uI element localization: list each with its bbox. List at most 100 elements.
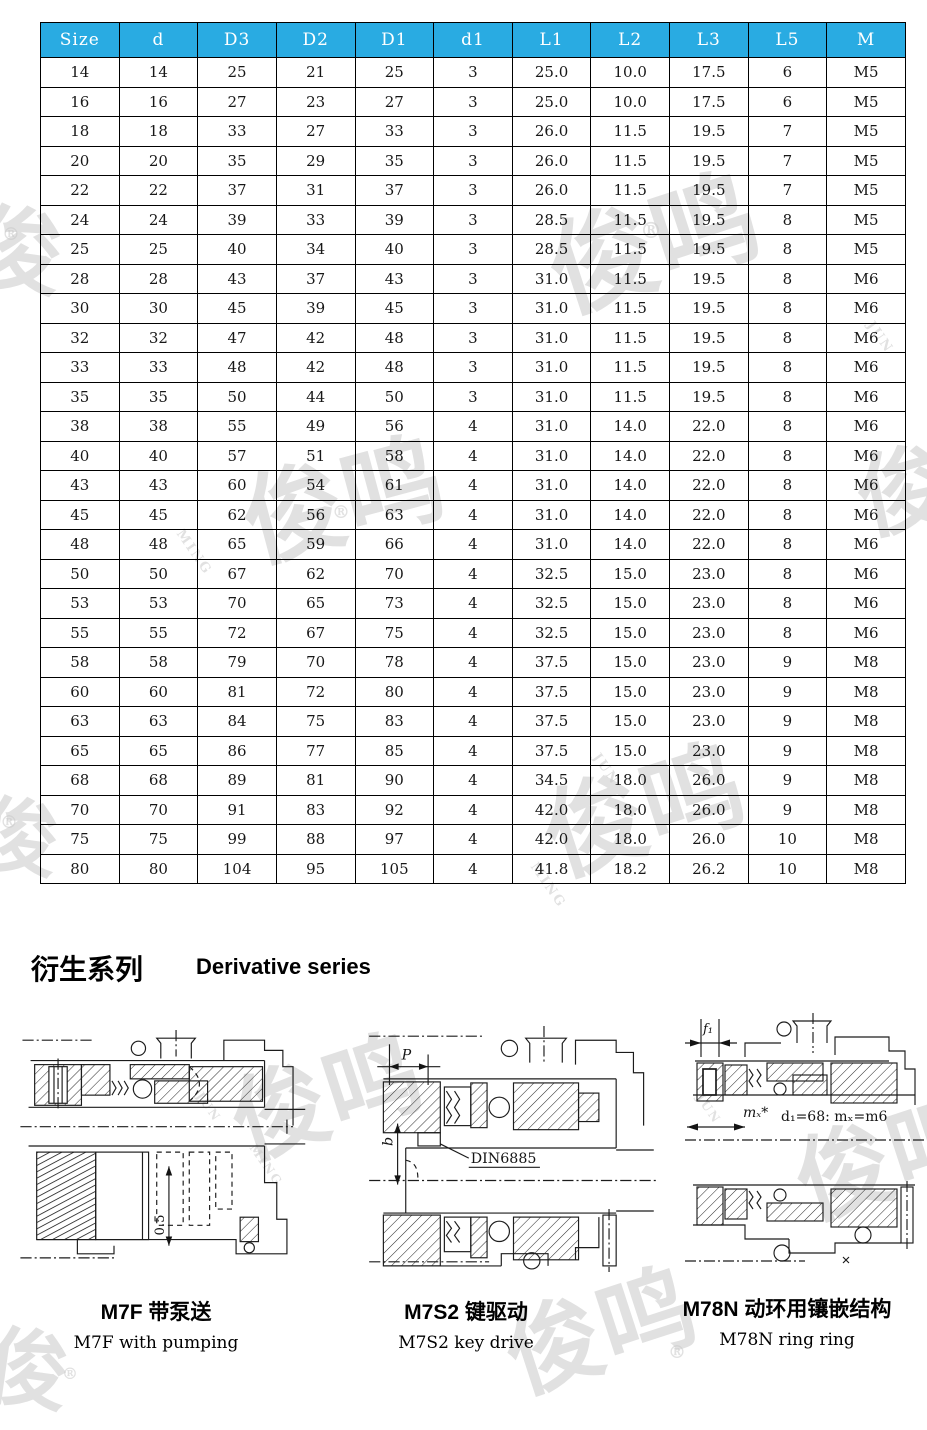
table-cell: 7 <box>747 116 828 147</box>
table-cell: 33 <box>275 204 356 235</box>
table-cell: 4 <box>433 529 513 560</box>
table-cell: 48 <box>354 322 435 353</box>
table-cell: M8 <box>826 824 906 855</box>
table-cell: 50 <box>197 381 277 412</box>
table-cell: 21 <box>275 57 356 88</box>
table-row: 50 50 67 62 70 4 32.5 15.0 23.0 8 M6 <box>40 558 906 589</box>
table-cell: 15.0 <box>590 735 670 766</box>
m78n-formula-label: d₁=68: mₓ=m6 <box>781 1109 888 1125</box>
table-cell: 11.5 <box>590 116 670 147</box>
table-cell: 81 <box>197 676 277 707</box>
table-cell: 63 <box>118 706 199 737</box>
table-cell: 7 <box>747 145 828 176</box>
table-cell: 37.5 <box>511 735 592 766</box>
table-cell: 84 <box>197 706 277 737</box>
section-title-chinese: 衍生系列 <box>31 954 144 985</box>
table-cell: 70 <box>354 558 435 589</box>
table-row: 14 14 25 21 25 3 25.0 10.0 17.5 6 M5 <box>40 57 906 88</box>
table-cell: 42.0 <box>511 824 592 855</box>
table-cell: 33 <box>118 352 199 383</box>
table-cell: 78 <box>354 647 435 678</box>
m7s2-dimension-p <box>377 1044 441 1085</box>
table-cell: 45 <box>354 293 435 324</box>
table-cell: 3 <box>433 381 513 412</box>
table-cell: 19.5 <box>669 263 749 294</box>
table-cell: 23.0 <box>669 735 749 766</box>
table-cell: M8 <box>826 794 906 825</box>
table-cell: 77 <box>275 735 356 766</box>
table-cell: M5 <box>826 145 906 176</box>
table-cell: 4 <box>433 470 513 501</box>
table-cell: M6 <box>826 322 906 353</box>
table-cell: 9 <box>747 794 828 825</box>
table-cell: 19.5 <box>669 381 749 412</box>
table-cell: 3 <box>433 293 513 324</box>
table-row: 75 75 99 88 97 4 42.0 18.0 26.0 10 M8 <box>40 824 906 855</box>
table-cell: 50 <box>40 558 120 589</box>
table-cell: 4 <box>433 647 513 678</box>
table-cell: 47 <box>197 322 277 353</box>
table-cell: 23.0 <box>669 558 749 589</box>
table-cell: 83 <box>354 706 435 737</box>
table-cell: M8 <box>826 676 906 707</box>
table-cell: 32 <box>118 322 199 353</box>
table-cell: 37.5 <box>511 676 592 707</box>
table-cell: 90 <box>354 765 435 796</box>
table-cell: 65 <box>118 735 199 766</box>
column-header-d: d <box>118 22 199 58</box>
table-cell: 26.0 <box>669 794 749 825</box>
table-cell: 95 <box>275 853 356 884</box>
table-cell: 37.5 <box>511 647 592 678</box>
table-cell: 65 <box>275 588 356 619</box>
table-cell: 58 <box>118 647 199 678</box>
table-cell: 6 <box>747 57 828 88</box>
table-cell: 4 <box>433 499 513 530</box>
table-cell: M5 <box>826 204 906 235</box>
table-cell: 25 <box>197 57 277 88</box>
table-cell: 31.0 <box>511 352 592 383</box>
table-cell: 42.0 <box>511 794 592 825</box>
table-row: 33 33 48 42 48 3 31.0 11.5 19.5 8 M6 <box>40 352 906 383</box>
table-cell: 31.0 <box>511 529 592 560</box>
table-cell: 31.0 <box>511 293 592 324</box>
table-cell: M6 <box>826 588 906 619</box>
table-cell: 8 <box>747 558 828 589</box>
m7s2-caption: M7S2 键驱动 M7S2 key drive <box>330 1296 602 1353</box>
table-cell: 4 <box>433 765 513 796</box>
table-row: 63 63 84 75 83 4 37.5 15.0 23.0 9 M8 <box>40 706 906 737</box>
table-cell: M6 <box>826 529 906 560</box>
table-cell: 34.5 <box>511 765 592 796</box>
table-cell: 8 <box>747 381 828 412</box>
table-row: 40 40 57 51 58 4 31.0 14.0 22.0 8 M6 <box>40 440 906 471</box>
table-cell: 75 <box>354 617 435 648</box>
table-cell: 56 <box>275 499 356 530</box>
table-cell: 28.5 <box>511 204 592 235</box>
table-row: 60 60 81 72 80 4 37.5 15.0 23.0 9 M8 <box>40 676 906 707</box>
table-cell: 45 <box>40 499 120 530</box>
table-cell: 43 <box>40 470 120 501</box>
table-row: 43 43 60 54 61 4 31.0 14.0 22.0 8 M6 <box>40 470 906 501</box>
table-cell: 75 <box>118 824 199 855</box>
table-cell: 31.0 <box>511 440 592 471</box>
table-cell: M5 <box>826 116 906 147</box>
table-cell: 19.5 <box>669 352 749 383</box>
table-cell: 32.5 <box>511 617 592 648</box>
table-cell: M6 <box>826 411 906 442</box>
table-cell: 14.0 <box>590 411 670 442</box>
table-cell: 27 <box>197 86 277 117</box>
table-row: 45 45 62 56 63 4 31.0 14.0 22.0 8 M6 <box>40 499 906 530</box>
table-cell: 59 <box>275 529 356 560</box>
table-cell: 11.5 <box>590 293 670 324</box>
table-header: Size d D3 D2 D1 d1 L1 L2 L3 L5 M <box>40 22 906 58</box>
table-cell: M6 <box>826 617 906 648</box>
table-row: 32 32 47 42 48 3 31.0 11.5 19.5 8 M6 <box>40 322 906 353</box>
table-cell: 8 <box>747 529 828 560</box>
table-cell: 65 <box>197 529 277 560</box>
table-cell: 60 <box>118 676 199 707</box>
m7s2-cross-section-drawing: P b DIN6885 <box>369 1026 659 1272</box>
table-cell: 44 <box>275 381 356 412</box>
m78n-dimension-mx <box>687 1123 745 1131</box>
table-cell: 4 <box>433 794 513 825</box>
table-row: 80 80 104 95 105 4 41.8 18.2 26.2 10 M8 <box>40 853 906 884</box>
table-cell: 14.0 <box>590 470 670 501</box>
